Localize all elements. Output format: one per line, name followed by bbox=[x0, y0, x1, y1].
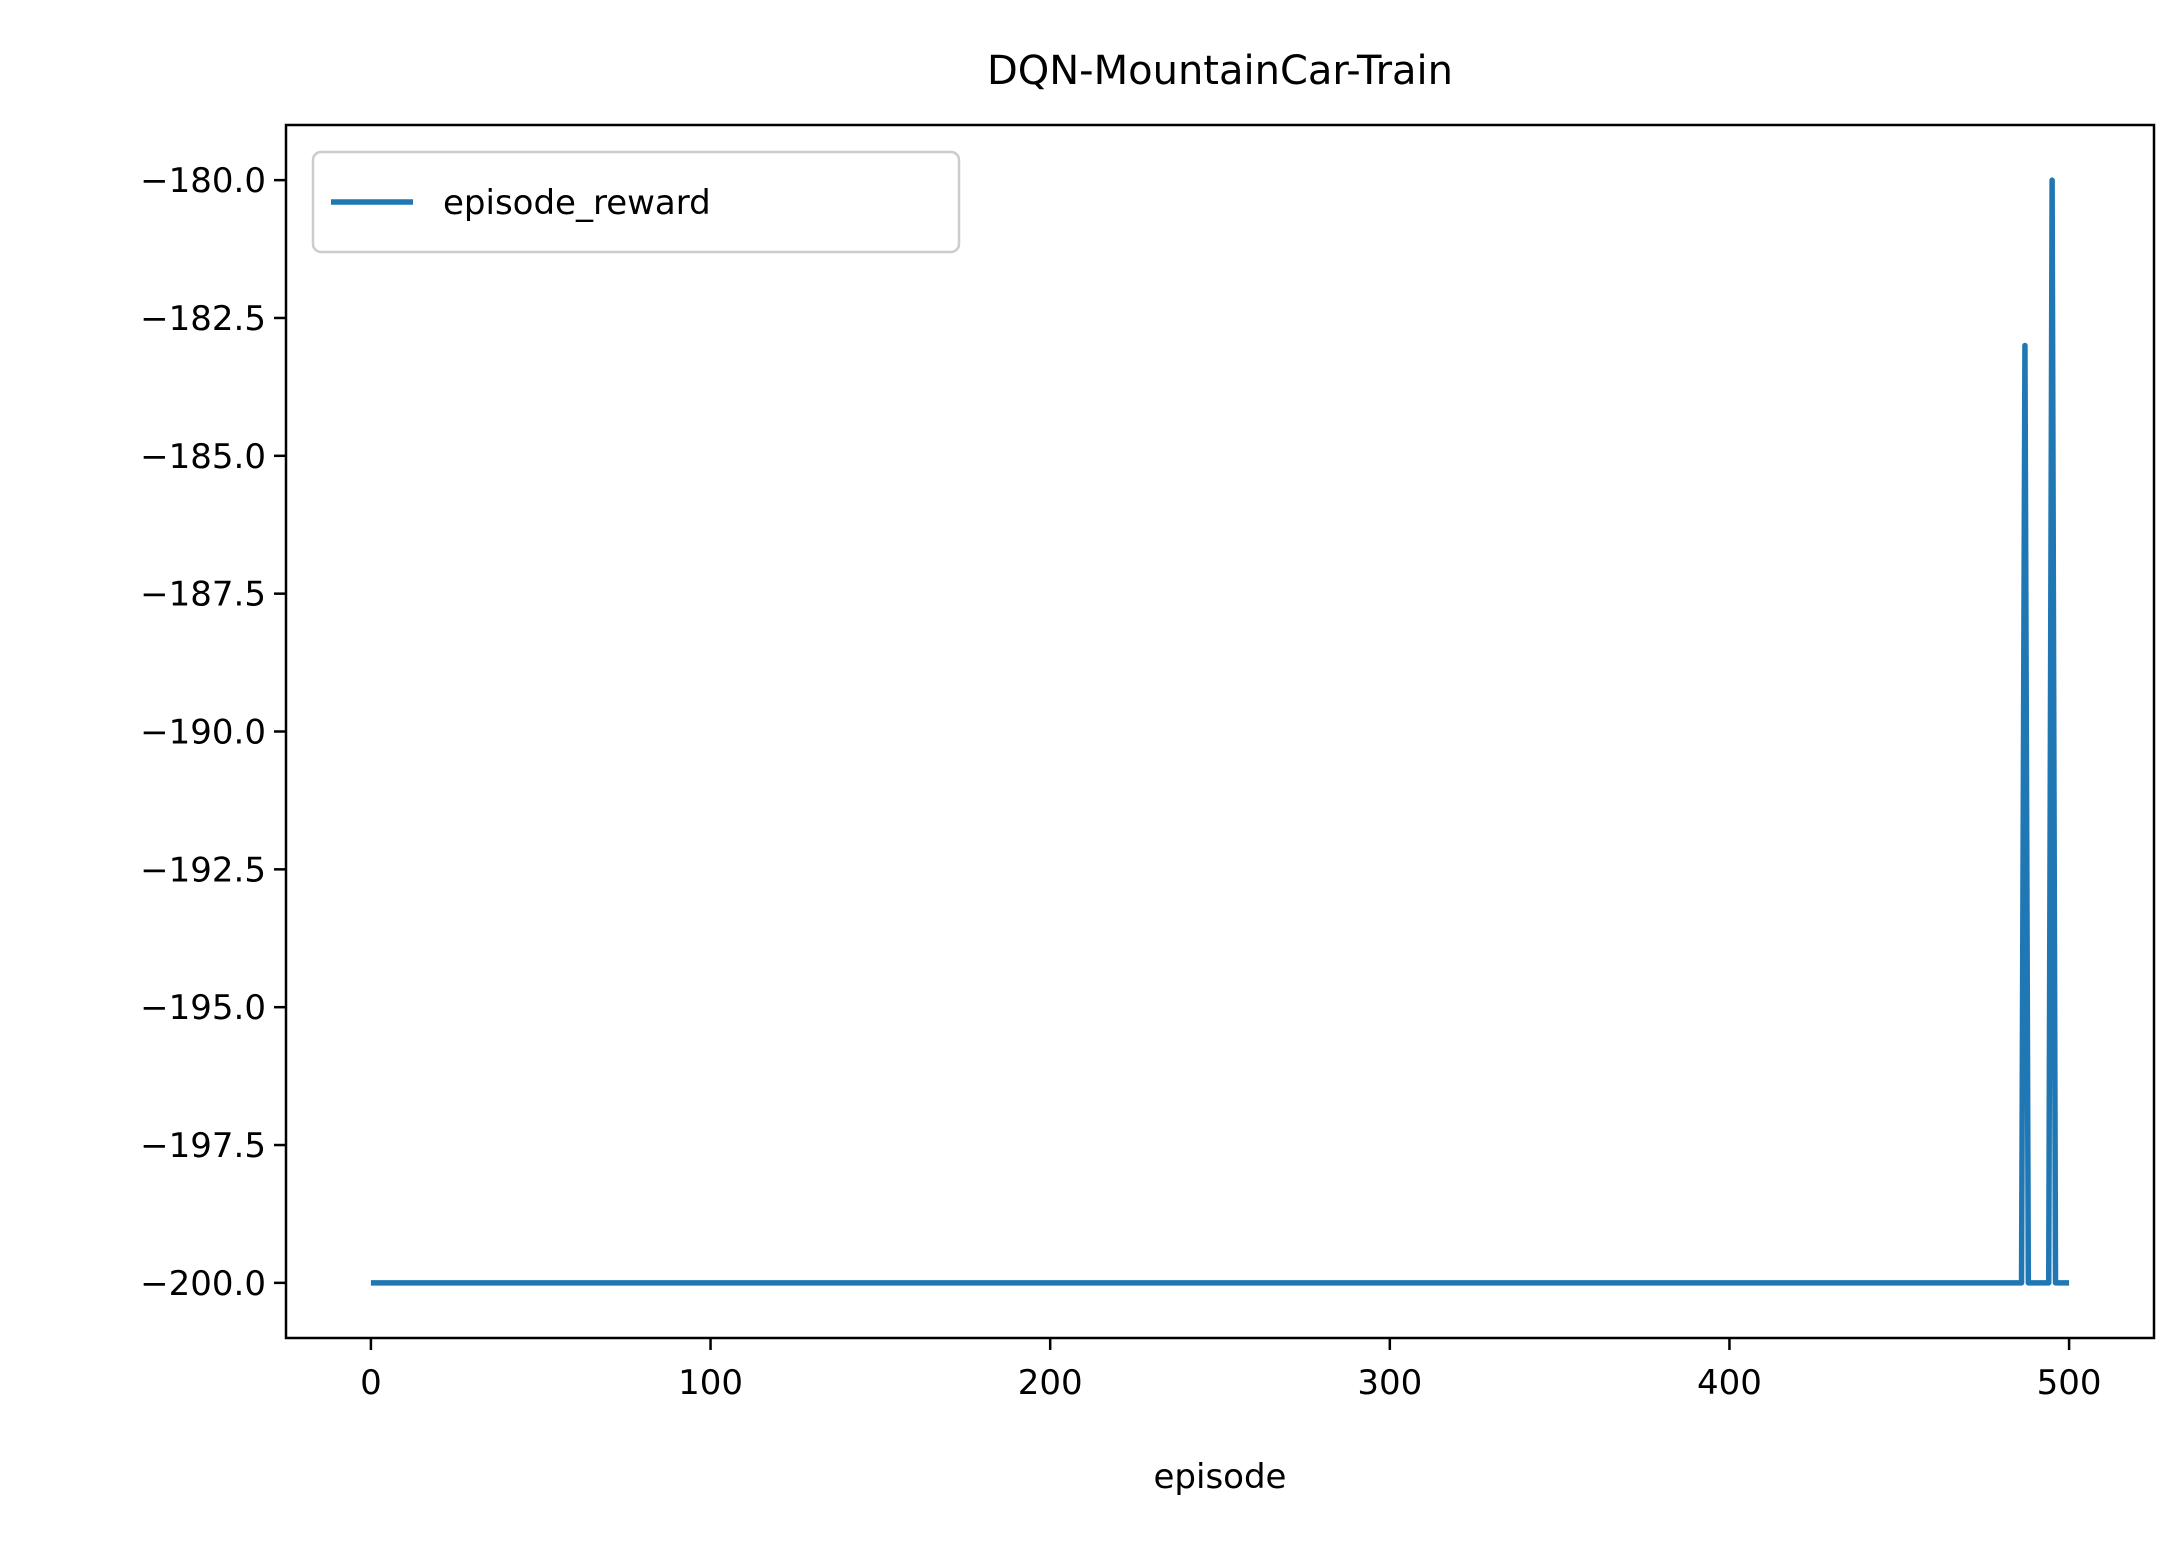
y-tick-label: −187.5 bbox=[140, 575, 266, 615]
x-tick-label: 400 bbox=[1697, 1363, 1762, 1403]
y-tick-label: −195.0 bbox=[140, 988, 266, 1028]
y-tick-label: −200.0 bbox=[140, 1264, 266, 1304]
y-tick-label: −190.0 bbox=[140, 713, 266, 753]
axes: 0 100 200 300 400 500 −200.0 −197.5 −195.0 −192.5… bbox=[140, 123, 2156, 1403]
y-tick-label: −197.5 bbox=[140, 1126, 266, 1166]
x-tick-label: 500 bbox=[2037, 1363, 2102, 1403]
x-tick-label: 100 bbox=[678, 1363, 743, 1403]
legend: episode_reward bbox=[311, 150, 961, 254]
x-tick-label: 200 bbox=[1018, 1363, 1083, 1403]
x-tick-label: 300 bbox=[1357, 1363, 1422, 1403]
y-tick-label: −180.0 bbox=[140, 161, 266, 201]
y-tick-label: −192.5 bbox=[140, 850, 266, 890]
series-line-0 bbox=[370, 177, 2070, 1286]
axes-frame bbox=[284, 123, 2156, 1340]
y-tick-label: −185.0 bbox=[140, 437, 266, 477]
y-tick-label: −182.5 bbox=[140, 299, 266, 339]
chart-title: DQN-MountainCar-Train bbox=[987, 48, 1453, 94]
plot-area bbox=[370, 177, 2070, 1286]
legend-label: episode_reward bbox=[443, 183, 711, 223]
x-axis-label: episode bbox=[1154, 1457, 1287, 1497]
x-tick-label: 0 bbox=[360, 1363, 382, 1403]
legend-frame bbox=[311, 150, 961, 254]
